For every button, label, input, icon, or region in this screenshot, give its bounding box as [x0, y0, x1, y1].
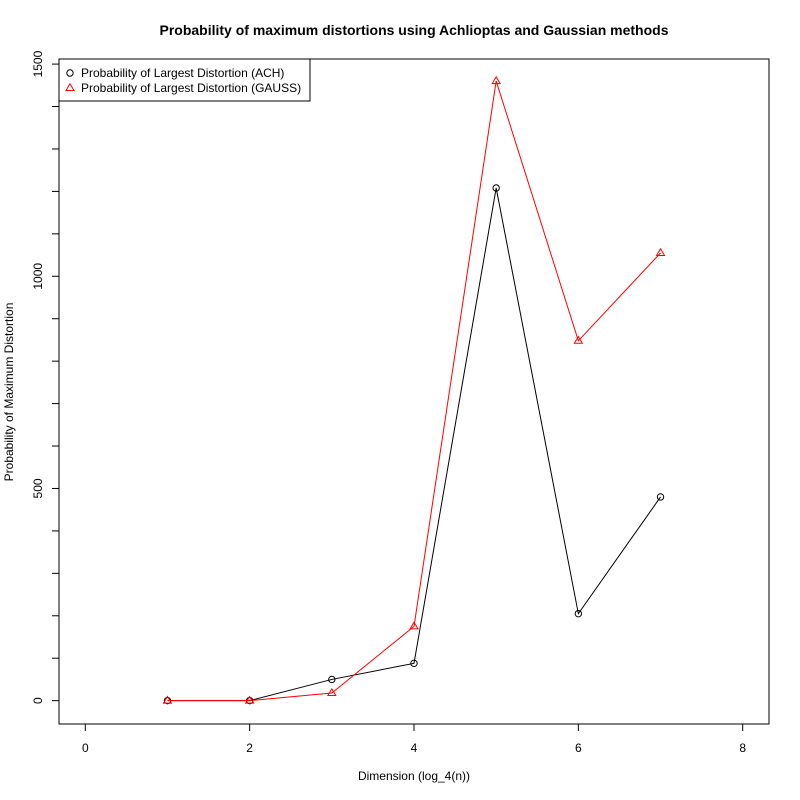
y-tick-label: 0 [31, 697, 45, 704]
data-point [244, 695, 255, 704]
data-point [328, 675, 336, 684]
data-point [492, 184, 500, 192]
y-tick-label: 500 [31, 478, 45, 498]
x-tick-label: 2 [246, 741, 253, 755]
y-tick-label: 1500 [31, 50, 45, 77]
data-point [409, 621, 419, 630]
x-axis: 0 2 4 6 8 [82, 723, 746, 755]
y-axis-label: Probability of Maximum Distortion [2, 303, 16, 482]
data-point [491, 75, 502, 85]
legend-label: Probability of Largest Distortion (GAUSS… [81, 81, 301, 95]
data-point [162, 695, 173, 704]
data-point [326, 687, 337, 697]
x-axis-label: Dimension (log_4(n)) [358, 769, 470, 783]
legend-marker-circle [66, 69, 74, 77]
y-tick-label: 1000 [31, 263, 45, 290]
legend-marker-triangle [65, 82, 75, 92]
x-tick-label: 8 [739, 741, 746, 755]
series-layer [162, 75, 666, 705]
chart-title: Probability of maximum distortions using… [160, 22, 669, 38]
x-tick-label: 0 [82, 741, 89, 755]
data-point [574, 609, 583, 618]
data-point [573, 335, 584, 344]
series-gauss [162, 75, 666, 704]
data-point [656, 493, 665, 501]
legend-label: Probability of Largest Distortion (ACH) [81, 66, 284, 80]
data-point [655, 247, 666, 256]
x-tick-label: 4 [411, 741, 418, 755]
y-axis: 0 500 1000 1500 [31, 50, 60, 704]
series-line [167, 80, 661, 702]
legend: Probability of Largest Distortion (ACH)P… [58, 58, 311, 102]
legend-items: Probability of Largest Distortion (ACH)P… [65, 66, 301, 95]
x-tick-label: 6 [575, 741, 582, 755]
legend-box [58, 58, 311, 102]
data-point [410, 659, 418, 668]
